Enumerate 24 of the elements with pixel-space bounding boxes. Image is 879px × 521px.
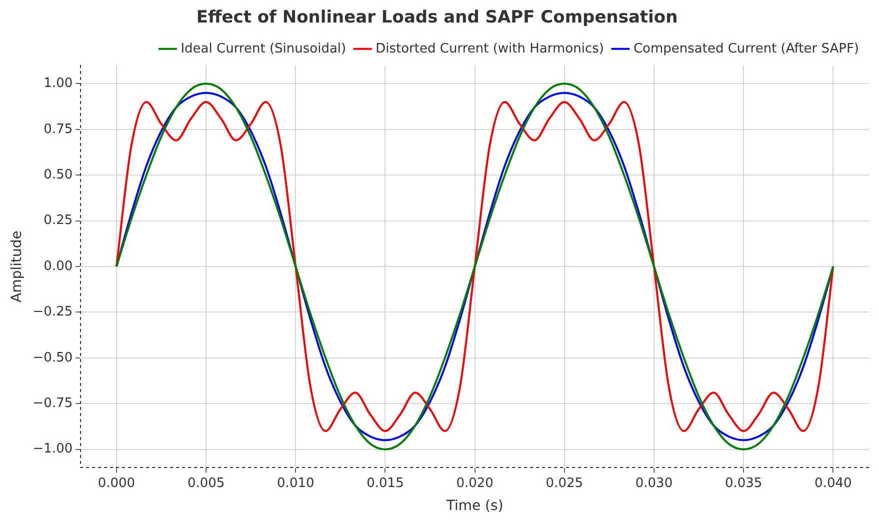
x-tick-label: 0.005 [187,476,225,491]
legend-label: Distorted Current (with Harmonics) [376,41,604,56]
y-tick-label: −0.75 [32,396,73,411]
y-tick-label: 0.75 [44,122,73,137]
chart-title: Effect of Nonlinear Loads and SAPF Compensation [196,8,678,28]
legend-label: Compensated Current (After SAPF) [633,41,860,56]
y-tick-label: 0.25 [44,213,73,228]
y-tick-label: 0.00 [44,258,73,274]
y-tick-label: −0.50 [32,350,73,366]
y-tick-label: 1.00 [44,76,73,92]
x-tick-label: 0.040 [814,476,852,491]
y-axis-title: Amplitude [9,230,26,302]
x-tick-label: 0.025 [546,476,584,491]
y-tick-label: −1.00 [32,442,73,457]
x-tick-label: 0.035 [724,476,762,491]
x-tick-label: 0.000 [98,476,136,491]
x-tick-label: 0.030 [635,476,673,491]
y-tick-label: 0.50 [44,167,73,182]
x-tick-label: 0.020 [456,476,494,491]
x-axis-title: Time (s) [445,498,504,514]
y-tick-label: −0.25 [32,304,73,320]
x-tick-label: 0.015 [366,476,404,491]
x-tick-label: 0.010 [277,476,314,491]
legend-label: Ideal Current (Sinusoidal) [180,41,346,56]
